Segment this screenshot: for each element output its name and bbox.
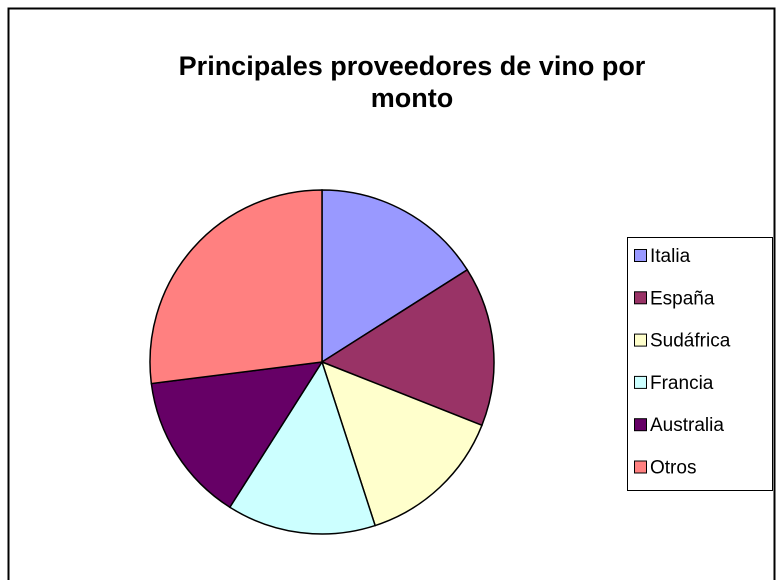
- legend-swatch: [634, 291, 647, 305]
- legend-swatch: [634, 460, 647, 474]
- legend-swatch: [634, 249, 647, 262]
- legend-label: Australia: [650, 415, 724, 436]
- legend-swatch: [634, 375, 647, 389]
- legend-label: Sudáfrica: [650, 331, 731, 352]
- pie-slice: [150, 361, 324, 509]
- legend-label: Otros: [650, 458, 696, 479]
- pie-slice: [228, 360, 377, 535]
- pie-slice: [320, 268, 495, 427]
- legend-label: Francia: [650, 373, 714, 394]
- legend-swatch: [634, 418, 647, 432]
- pie-slice: [321, 189, 469, 364]
- pie-slice: [149, 189, 323, 385]
- legend-label: España: [650, 288, 715, 309]
- legend-swatch: [634, 333, 647, 347]
- legend-box: [627, 237, 773, 491]
- legend-label: Italia: [650, 246, 691, 267]
- chart-title: Principales proveedores de vino por mont…: [178, 51, 646, 113]
